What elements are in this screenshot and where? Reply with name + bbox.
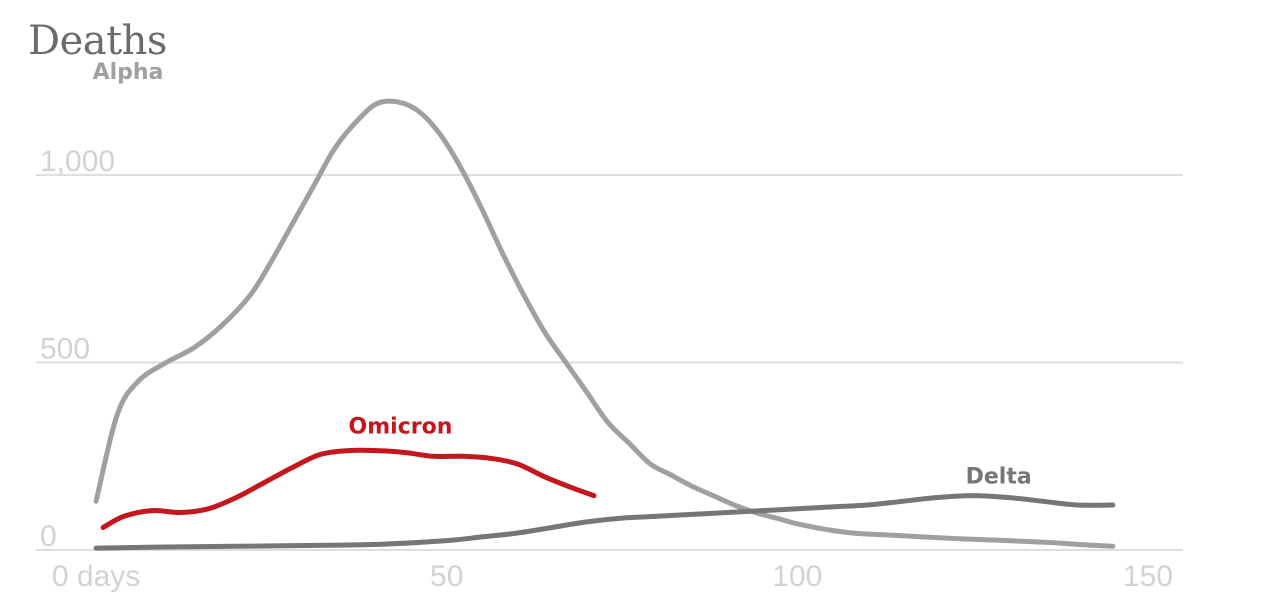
x-tick-label-100: 100 [772,560,822,593]
series-line-omicron [100,447,597,530]
x-tick-label-50: 50 [430,560,463,593]
y-tick-label-500: 500 [40,333,90,366]
series-label-alpha: Alpha [93,60,164,85]
series-line-alpha [93,98,1116,549]
x-tick-label-150: 150 [1123,560,1173,593]
series-lines [93,98,1116,551]
series-labels: Alpha Delta Omicron [93,60,1032,490]
gridlines [36,174,1183,551]
chart-title: Deaths [28,18,167,64]
series-line-delta [93,493,1116,551]
y-axis-ticks: 0 500 1,000 [40,145,115,553]
series-label-delta: Delta [966,465,1032,490]
x-axis-ticks: 0 days 50 100 150 [52,560,1173,593]
x-tick-label-0: 0 days [52,560,140,593]
series-label-omicron: Omicron [349,414,453,439]
y-tick-label-0: 0 [40,520,57,553]
y-tick-label-1000: 1,000 [40,145,115,178]
